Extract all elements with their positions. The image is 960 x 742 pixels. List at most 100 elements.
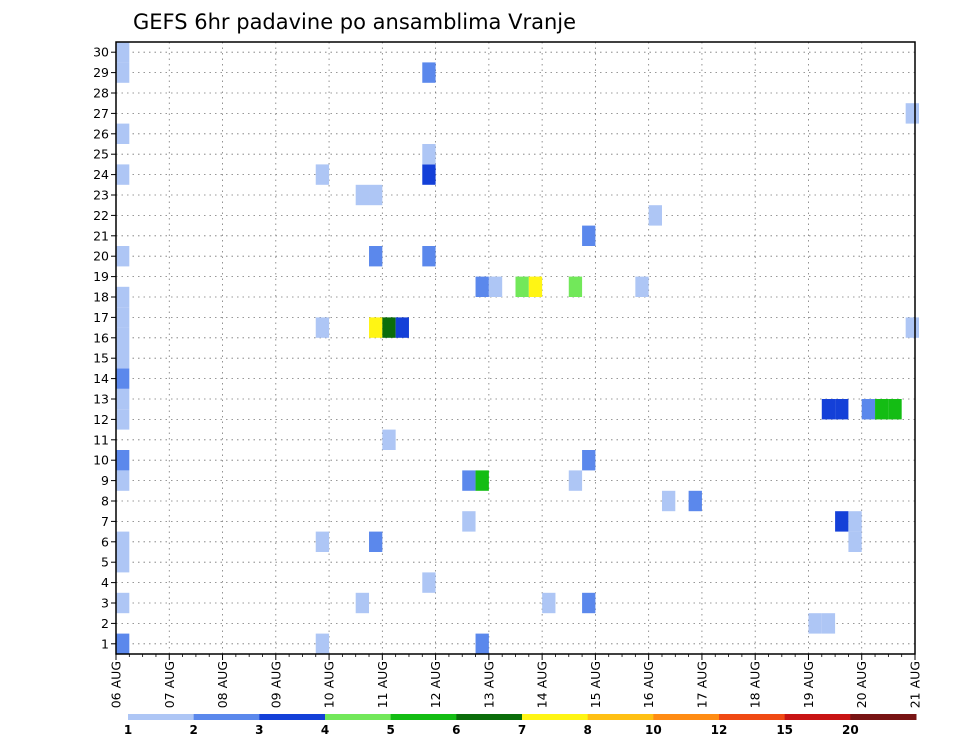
y-tick-label: 30 — [93, 45, 109, 60]
legend-swatch — [719, 714, 786, 720]
legend-label: 12 — [711, 723, 728, 737]
y-tick-label: 16 — [93, 330, 109, 345]
data-cell — [116, 531, 130, 552]
data-cell — [661, 490, 676, 512]
data-cell — [515, 276, 529, 297]
data-cell — [462, 511, 476, 532]
y-tick-label: 23 — [93, 188, 109, 203]
y-axis: 1234567891011121314151617181920212223242… — [93, 45, 116, 651]
y-tick-label: 21 — [93, 228, 109, 243]
data-cells — [116, 42, 919, 654]
x-tick-label: 06 AUG — [109, 661, 124, 708]
x-tick-label: 08 AUG — [215, 661, 230, 708]
y-tick-label: 14 — [93, 371, 109, 386]
data-cell — [116, 123, 130, 144]
legend-label: 6 — [452, 723, 460, 737]
y-tick-label: 26 — [93, 126, 109, 141]
y-tick-label: 18 — [93, 290, 109, 305]
y-tick-label: 17 — [93, 310, 109, 325]
x-tick-label: 18 AUG — [748, 661, 763, 708]
y-tick-label: 12 — [93, 412, 109, 427]
data-cell — [528, 276, 543, 297]
data-cell — [475, 470, 489, 491]
data-cell — [848, 511, 862, 532]
y-tick-label: 29 — [93, 65, 109, 80]
data-cell — [116, 368, 130, 389]
x-axis: 06 AUG 07 AUG 08 AUG 09 AUG 10 AUG 11 AUG 12 A… — [109, 654, 923, 708]
data-cell — [116, 246, 130, 267]
x-tick-label: 07 AUG — [162, 661, 177, 708]
legend-label: 3 — [255, 723, 263, 737]
data-cell — [116, 307, 130, 328]
data-cell — [875, 399, 889, 420]
data-cell — [116, 286, 130, 308]
data-cell — [582, 592, 596, 614]
data-cell — [116, 42, 130, 63]
y-tick-label: 24 — [93, 167, 109, 182]
data-cell — [369, 317, 383, 338]
x-tick-label: 15 AUG — [588, 661, 603, 708]
y-tick-label: 19 — [93, 269, 109, 284]
legend-swatch — [522, 714, 589, 720]
y-tick-label: 7 — [101, 514, 109, 529]
y-tick-label: 28 — [93, 86, 109, 101]
legend-swatch — [259, 714, 326, 720]
y-tick-label: 22 — [93, 208, 109, 223]
legend-swatch — [850, 714, 917, 720]
data-cell — [582, 450, 596, 471]
data-cell — [315, 633, 330, 654]
y-tick-label: 3 — [101, 596, 109, 611]
data-cell — [861, 399, 876, 420]
legend-label: 5 — [386, 723, 394, 737]
x-tick-label: 16 AUG — [641, 661, 656, 708]
data-cell — [422, 144, 436, 165]
legend-label: 20 — [842, 723, 859, 737]
y-tick-label: 5 — [101, 555, 109, 570]
data-cell — [116, 388, 130, 410]
data-cell — [422, 246, 436, 267]
legend-swatch — [193, 714, 260, 720]
legend-swatch — [390, 714, 457, 720]
x-tick-label: 11 AUG — [375, 661, 390, 708]
data-cell — [369, 246, 383, 267]
data-cell — [116, 592, 130, 614]
legend-label: 4 — [321, 723, 329, 737]
legend-swatch — [456, 714, 523, 720]
y-tick-label: 25 — [93, 147, 109, 162]
legend-swatch — [587, 714, 654, 720]
legend-label: 8 — [583, 723, 591, 737]
y-tick-label: 8 — [101, 494, 109, 509]
x-tick-label: 09 AUG — [268, 661, 283, 708]
data-cell — [568, 276, 583, 297]
y-tick-label: 2 — [101, 616, 109, 631]
data-cell — [888, 399, 902, 420]
data-cell — [422, 164, 436, 185]
plot-frame — [115, 41, 916, 655]
x-tick-label: 12 AUG — [428, 661, 443, 708]
grid — [116, 42, 915, 654]
data-cell — [422, 572, 436, 593]
data-cell — [648, 205, 662, 226]
legend-label: 7 — [518, 723, 526, 737]
data-cell — [382, 317, 396, 338]
data-cell — [688, 490, 702, 512]
data-cell — [116, 470, 130, 491]
data-cell — [395, 317, 409, 338]
x-tick-label: 20 AUG — [854, 661, 869, 708]
y-tick-label: 10 — [93, 453, 109, 468]
data-cell — [808, 613, 822, 634]
x-tick-label: 14 AUG — [535, 661, 550, 708]
data-cell — [355, 184, 370, 206]
data-cell — [355, 592, 370, 614]
color-legend: 1 2 3 4 5 6 7 8 10 12 15 20 — [124, 714, 917, 737]
data-cell — [475, 276, 489, 297]
data-cell — [315, 317, 330, 338]
legend-swatch — [784, 714, 851, 720]
data-cell — [821, 399, 836, 420]
legend-label: 10 — [645, 723, 662, 737]
data-cell — [369, 531, 383, 552]
y-tick-label: 4 — [101, 575, 109, 590]
data-cell — [315, 164, 330, 185]
x-tick-label: 13 AUG — [481, 661, 496, 708]
